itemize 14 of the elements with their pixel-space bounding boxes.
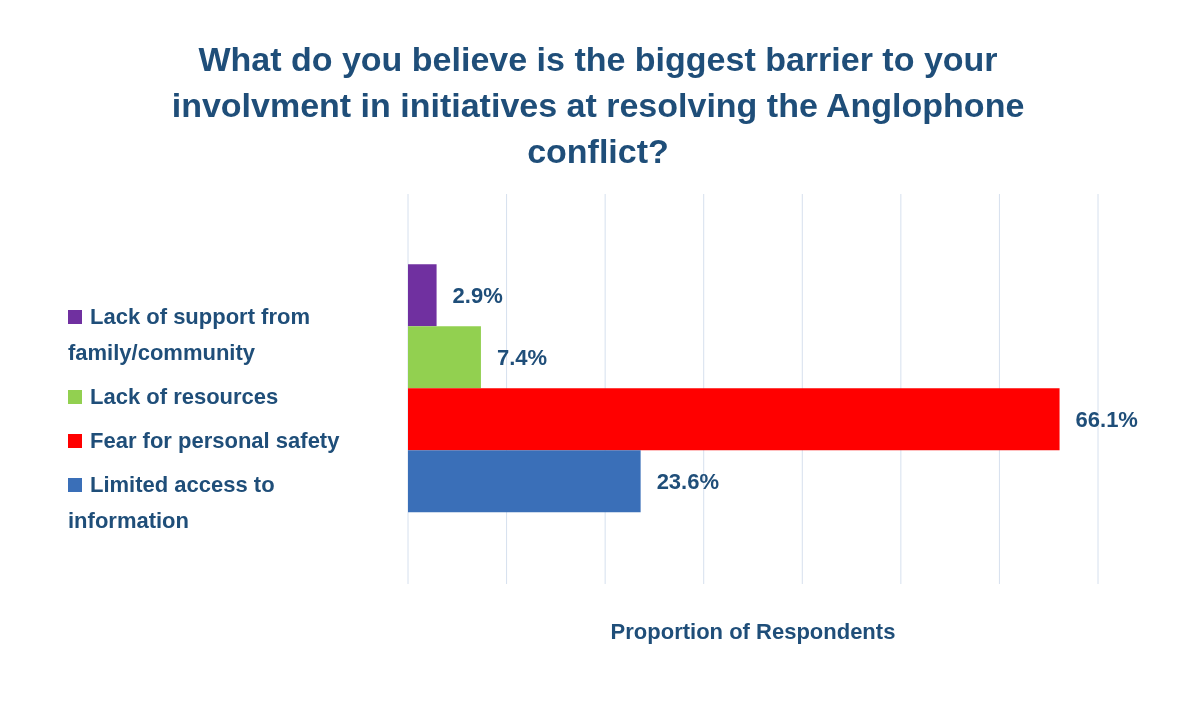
bar bbox=[408, 388, 1060, 451]
data-label: 23.6% bbox=[656, 468, 720, 494]
legend-label: Limited access to information bbox=[68, 471, 276, 535]
data-label: 66.1% bbox=[1075, 406, 1138, 432]
chart-title: What do you believe is the biggest barrier to your involvment in initiatives at resolving the Anglophone conflict? bbox=[170, 39, 1026, 172]
data-label: 2.9% bbox=[452, 282, 503, 308]
bar bbox=[408, 326, 481, 389]
bar bbox=[408, 450, 641, 513]
legend-label: Lack of resources bbox=[89, 383, 280, 411]
legend-label: Fear for personal safety bbox=[89, 427, 341, 455]
data-label: 7.4% bbox=[496, 344, 548, 370]
bar bbox=[408, 264, 437, 327]
x-axis-title: Proportion of Respondents bbox=[610, 619, 896, 644]
legend-label: Lack of support from family/community bbox=[68, 303, 311, 367]
